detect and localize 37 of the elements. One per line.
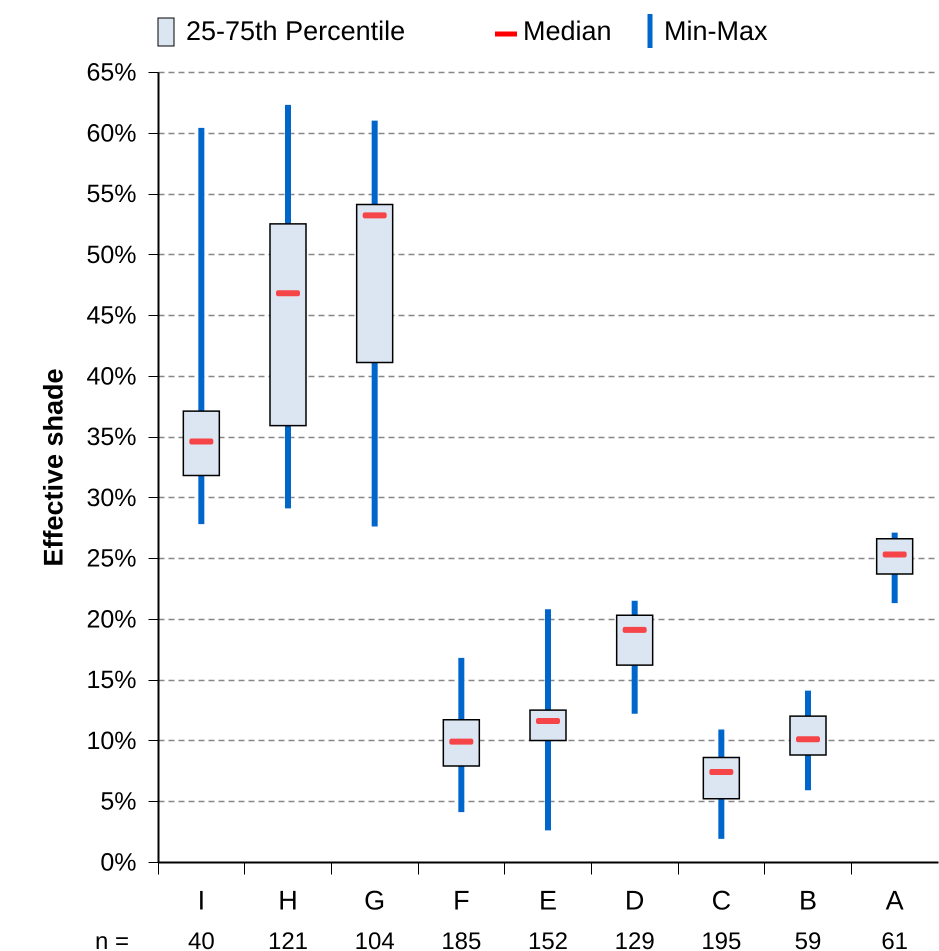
x-tick-label: B — [798, 886, 818, 916]
y-tick-label: 60% — [86, 119, 136, 148]
y-tick-label: 55% — [86, 180, 136, 208]
y-tick-label: 50% — [86, 240, 136, 269]
x-tick-label: D — [624, 886, 644, 916]
y-tick-label: 40% — [86, 362, 136, 390]
text: 104 — [354, 928, 395, 951]
x-tick-label: G — [364, 886, 386, 916]
y-tick-label: 65% — [86, 58, 136, 86]
x-tick-label: H — [278, 886, 298, 916]
text: 61 — [881, 928, 908, 951]
x-tick-label: A — [886, 886, 904, 916]
x-tick-label: F — [453, 886, 470, 916]
x-tick-label: I — [198, 886, 206, 916]
text: n = — [94, 928, 130, 951]
y-tick-label: 20% — [86, 605, 136, 634]
text: 121 — [268, 928, 308, 951]
x-tick-label: E — [538, 886, 558, 916]
y-axis-title: Effective shade — [38, 368, 68, 567]
text: Min-Max — [664, 16, 768, 46]
y-tick-label: 35% — [86, 423, 136, 452]
y-tick-label: 15% — [86, 666, 136, 694]
legend-label: 25-75th Percentile — [186, 16, 406, 46]
text: 59 — [794, 928, 822, 951]
text: 195 — [701, 928, 742, 951]
y-tick-label: 0% — [100, 848, 136, 876]
x-tick-label: C — [712, 886, 732, 916]
text: 152 — [528, 928, 568, 951]
y-tick-label: 10% — [86, 726, 136, 755]
y-tick-label: 45% — [86, 302, 136, 330]
y-tick-label: 25% — [86, 544, 136, 573]
text: Median — [523, 16, 612, 46]
y-tick-label: 5% — [100, 788, 136, 816]
text: 40 — [188, 928, 215, 951]
text: 185 — [441, 928, 482, 951]
y-tick-label: 30% — [86, 484, 136, 512]
text: 129 — [614, 928, 655, 951]
